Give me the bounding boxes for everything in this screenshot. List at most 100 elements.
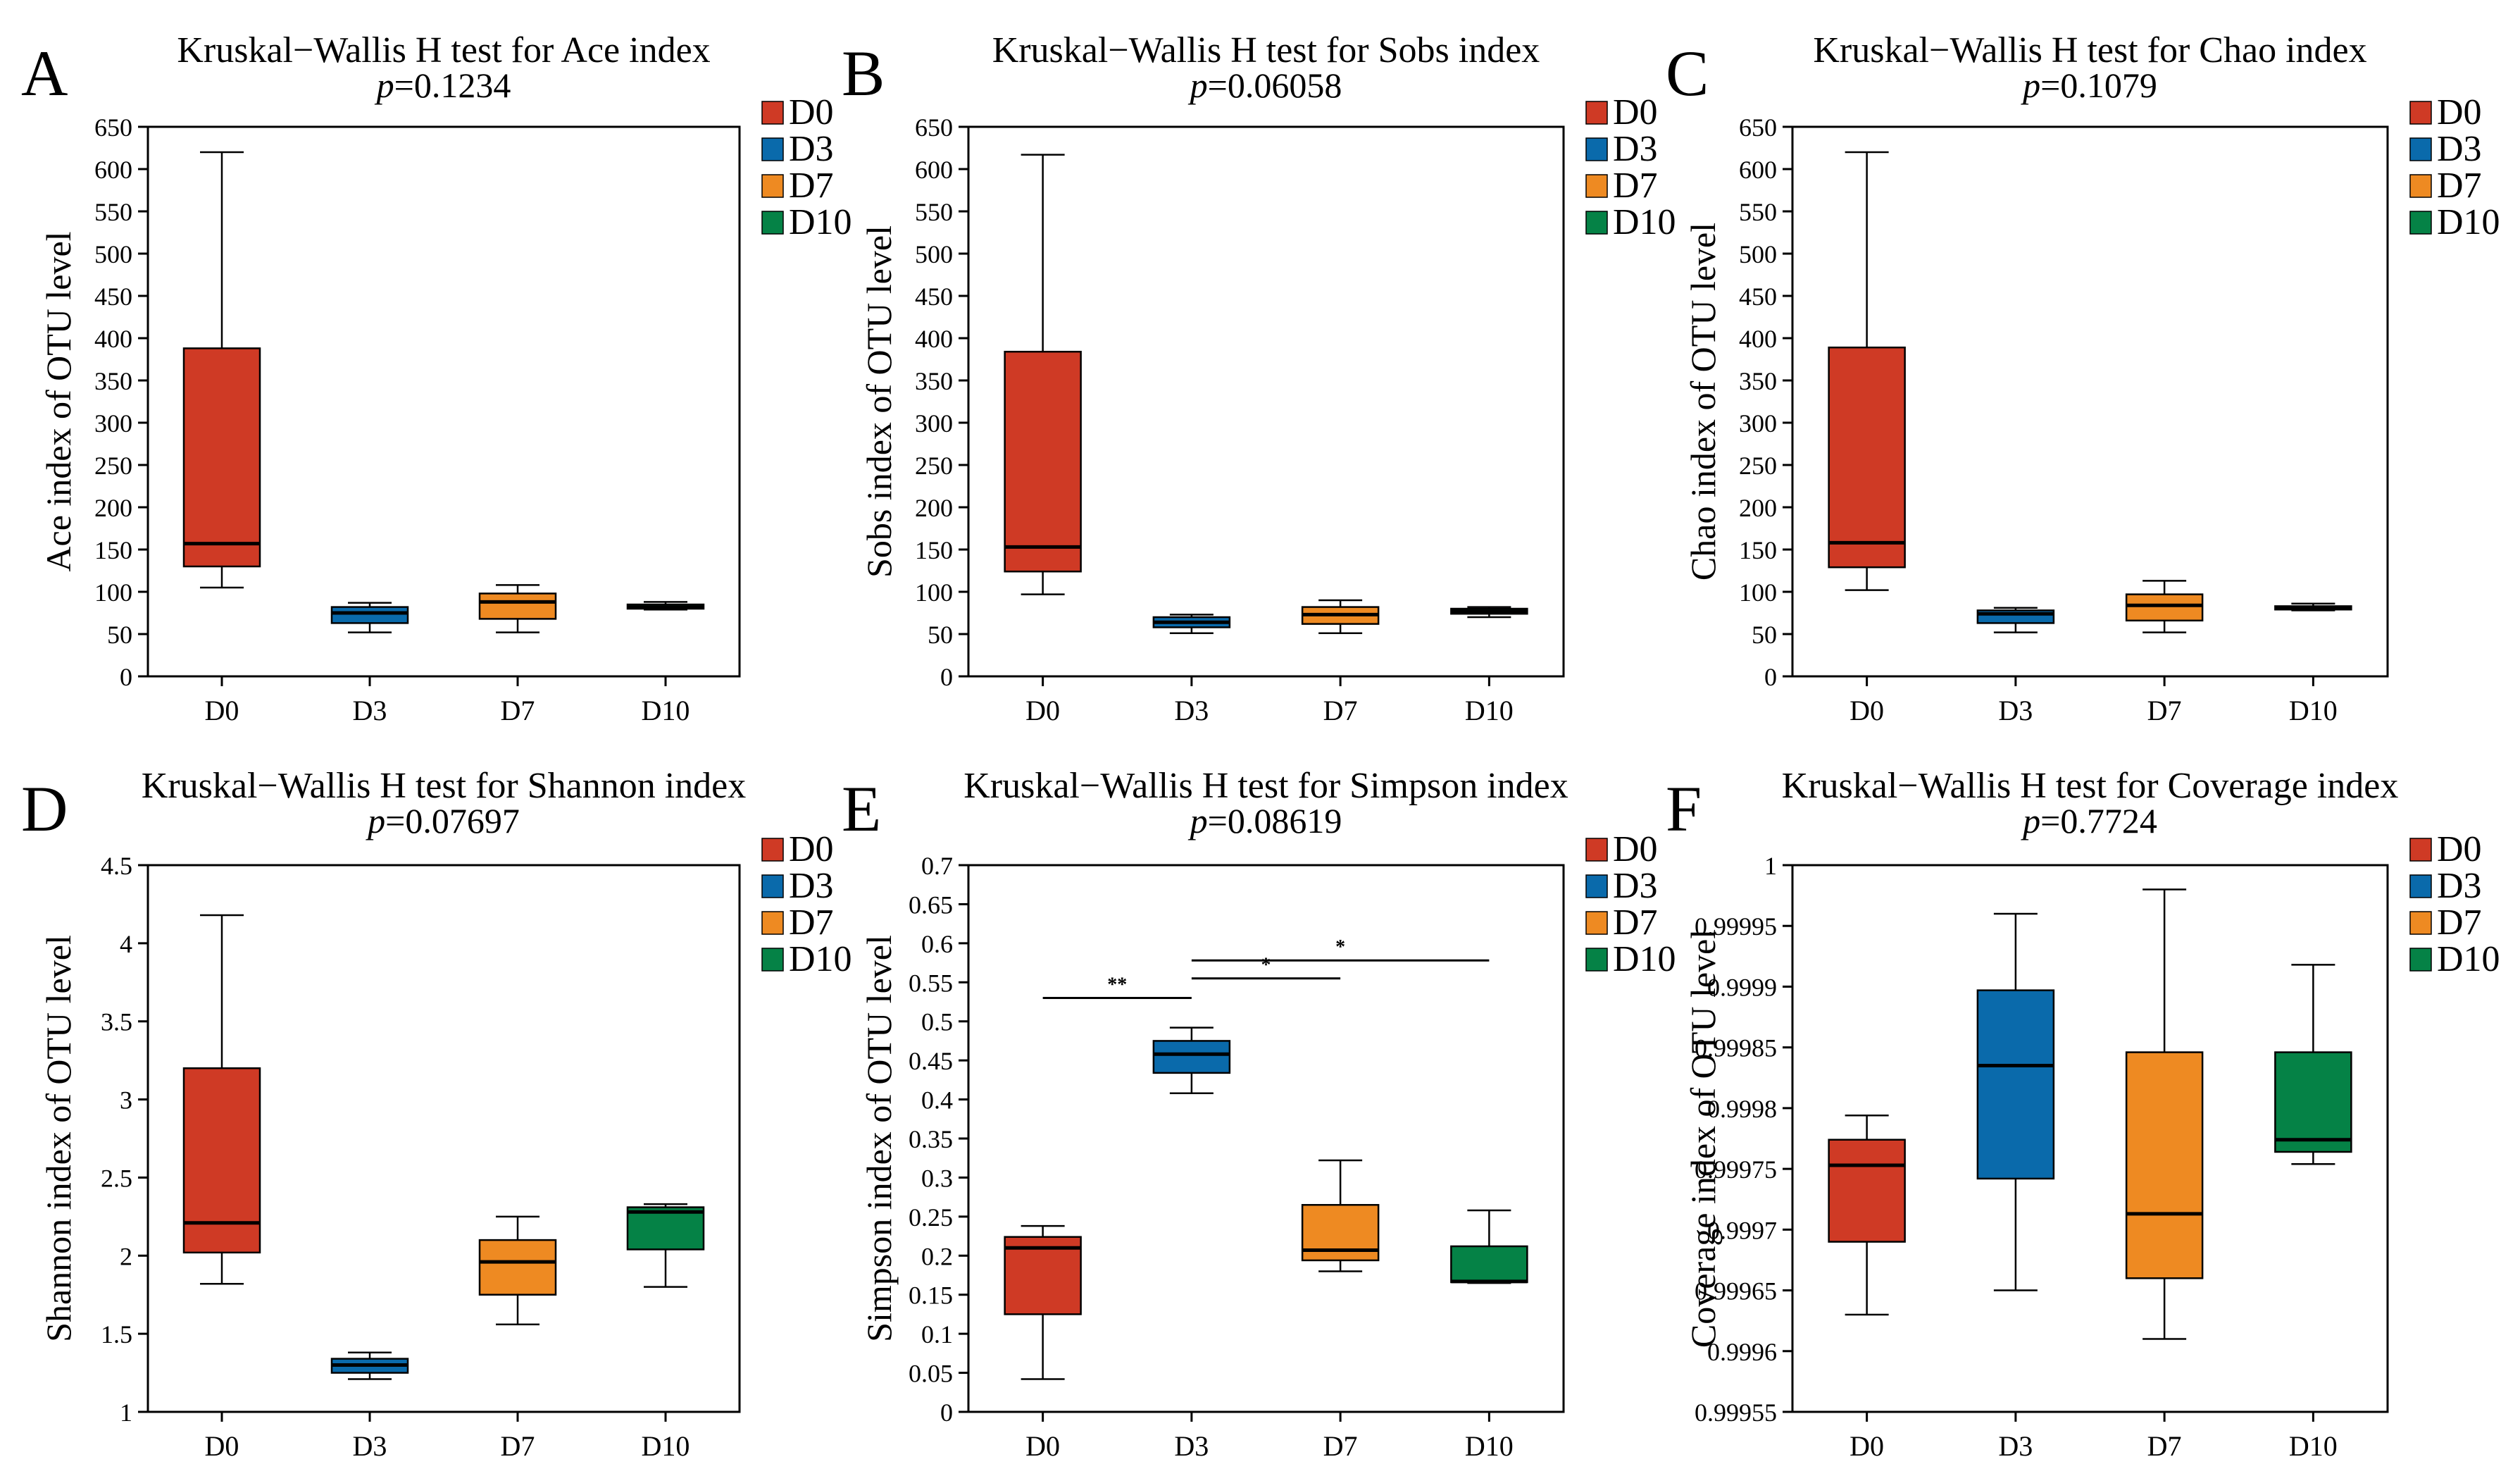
y-tick-label: 0.5 [921,1008,953,1036]
y-tick-label: 150 [1739,536,1777,564]
y-tick-label: 50 [1752,621,1777,649]
legend-swatch [2409,874,2432,898]
legend-label: D0 [1613,829,1658,869]
x-tick-label: D10 [1465,1430,1514,1462]
y-tick-label: 2 [120,1242,132,1270]
box-d0 [1828,1114,1906,1316]
y-tick-label: 250 [915,452,953,480]
panel-letter: F [1666,773,1702,845]
p-value: p=0.1234 [375,66,511,105]
y-tick-label: 650 [915,113,953,142]
box-d3 [1152,614,1231,635]
y-tick-label: 0.1 [921,1320,953,1348]
box-d10 [626,1203,705,1288]
y-tick-label: 100 [1739,578,1777,607]
box-d7 [2125,888,2204,1340]
iqr-box [478,1239,557,1296]
chart-panel-b: B Kruskal−Wallis H test for Sobs indexp=0… [842,30,1676,726]
y-tick-label: 0.55 [909,969,953,997]
y-tick-label: 350 [94,367,132,395]
box-d0 [1004,154,1082,595]
p-value-number: =0.06058 [1208,66,1342,105]
iqr-box [478,593,557,620]
iqr-box [182,347,261,568]
iqr-box [1301,1203,1380,1262]
y-tick-label: 200 [94,494,132,522]
y-tick-label: 600 [915,156,953,184]
legend-swatch [1585,174,1608,198]
legend-swatch [2409,911,2432,935]
legend-label: D3 [2437,129,2482,169]
y-tick-label: 0.6 [921,930,953,958]
y-axis-label: Chao index of OTU level [1683,223,1723,581]
box-d3 [330,1351,409,1380]
p-symbol: p [1188,66,1208,105]
plot-frame [146,125,741,678]
box-d0 [182,914,261,1285]
legend-swatch [1585,911,1608,935]
y-tick-label: 100 [94,578,132,607]
y-tick-label: 0 [120,663,132,691]
y-tick-label: 250 [94,452,132,480]
plot-frame [146,864,741,1413]
y-tick-label: 300 [94,409,132,438]
y-tick-label: 0 [940,663,953,691]
y-tick-label: 650 [1739,113,1777,142]
significance-label: ** [1107,974,1127,995]
plot-frame [1791,864,2389,1413]
x-tick-label: D0 [1025,1430,1060,1462]
x-tick-label: D3 [1174,695,1209,726]
y-tick-label: 0.99965 [1695,1277,1777,1305]
y-tick-label: 0.99995 [1695,912,1777,941]
box-d10 [1450,606,1528,619]
y-tick-label: 0.05 [909,1360,953,1388]
legend-label: D7 [1613,166,1658,206]
y-tick-label: 0.7 [921,852,953,880]
y-tick-label: 50 [107,621,132,649]
legend-label: D7 [2437,166,2482,206]
chart-panel-c: C Kruskal−Wallis H test for Chao indexp=0… [1666,30,2500,726]
legend-label: D10 [2437,202,2500,242]
iqr-box [2125,593,2204,622]
y-tick-label: 500 [94,240,132,268]
y-tick-label: 200 [915,494,953,522]
box-d7 [1301,1159,1380,1272]
y-tick-label: 3 [120,1086,132,1115]
legend-label: D7 [2437,902,2482,943]
box-d10 [2274,602,2352,612]
box-d10 [2274,964,2352,1165]
legend-label: D10 [789,202,852,242]
legend-label: D3 [789,129,834,169]
legend-swatch [2409,174,2432,198]
legend-swatch [1585,948,1608,972]
y-tick-label: 0.9998 [1707,1095,1777,1123]
box-d7 [1301,599,1380,635]
iqr-box [2125,1051,2204,1279]
legend-swatch [761,101,784,125]
legend-label: D3 [1613,866,1658,906]
y-tick-label: 300 [915,409,953,438]
legend-label: D10 [1613,202,1676,242]
box-d7 [478,584,557,633]
panel-letter: B [842,37,885,109]
p-value: p=0.7724 [2021,801,2157,840]
legend-swatch [761,174,784,198]
y-tick-label: 650 [94,113,132,142]
y-tick-label: 200 [1739,494,1777,522]
plot-frame [1791,125,2389,678]
y-tick-label: 0.9999 [1707,973,1777,1001]
p-symbol: p [366,801,385,840]
iqr-box [1828,346,1906,569]
x-tick-label: D0 [1850,695,1884,726]
p-value-number: =0.7724 [2040,801,2157,840]
legend-label: D3 [789,866,834,906]
y-axis-label: Coverage index of OTU level [1683,929,1723,1348]
legend-label: D0 [1613,92,1658,132]
legend-swatch [2409,137,2432,161]
chart-title: Kruskal−Wallis H test for Simpson index [963,766,1568,806]
legend-label: D0 [2437,829,2482,869]
p-symbol: p [375,66,394,105]
x-tick-label: D0 [1850,1430,1884,1462]
y-tick-label: 0.99975 [1695,1155,1777,1184]
